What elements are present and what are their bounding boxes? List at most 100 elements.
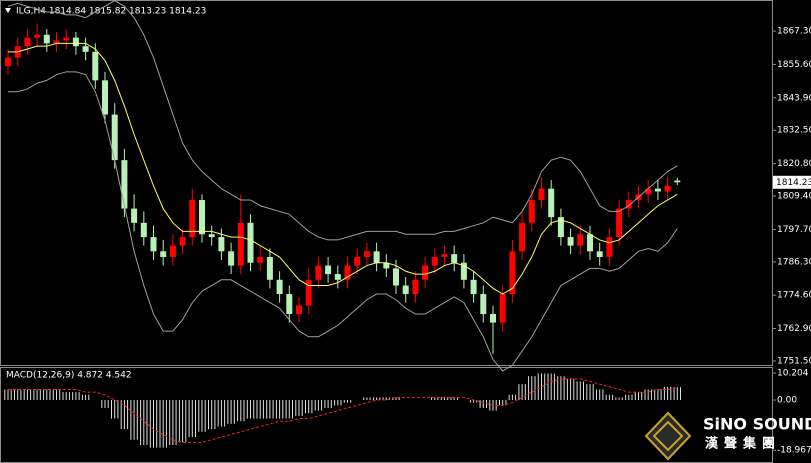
candle-body — [228, 251, 235, 266]
candle-body — [645, 188, 652, 195]
candle-body — [34, 34, 41, 38]
candle-body — [402, 285, 409, 295]
candle-body — [654, 188, 661, 192]
candle-body — [111, 114, 118, 161]
candle-body — [548, 188, 555, 218]
logo-diamond — [644, 411, 692, 461]
candle-body — [460, 262, 467, 280]
candle-body — [383, 262, 390, 269]
candle-body — [237, 222, 244, 266]
indicator-line — [8, 42, 678, 295]
indicator-line — [7, 0, 678, 241]
candle-body — [305, 279, 312, 306]
candle-body — [567, 237, 574, 246]
candle-body — [92, 51, 99, 81]
y-tick-label: 1843.90 — [777, 93, 811, 103]
candle-body — [266, 257, 273, 280]
y-tick-label: 1820.80 — [777, 159, 811, 169]
candle-body — [363, 251, 370, 258]
y-tick-label: 10.204 — [777, 369, 809, 379]
candle-body — [480, 294, 487, 315]
y-tick-label: 1867.30 — [777, 27, 811, 37]
candle-body — [43, 34, 50, 44]
candle-body — [587, 234, 593, 252]
candle-body — [354, 257, 361, 266]
candle-body — [72, 37, 79, 47]
candle-body — [257, 257, 264, 263]
candle-body — [674, 180, 681, 183]
candle-body — [5, 57, 11, 67]
y-tick-label: 1786.30 — [777, 257, 811, 267]
candle-body — [519, 222, 526, 252]
macd-title: MACD(12,26,9) 4.872 4.542 — [6, 371, 132, 381]
signal-line — [8, 378, 678, 443]
indicator-line — [8, 71, 678, 372]
candle-body — [538, 188, 545, 201]
candle-body — [325, 265, 332, 275]
candle-body — [53, 40, 60, 44]
candle-body — [296, 305, 302, 315]
candle-body — [616, 208, 623, 238]
candle-body — [131, 208, 138, 223]
candle-body — [596, 251, 603, 258]
candle-body — [286, 294, 293, 315]
candle-body — [276, 279, 283, 295]
y-tick-label: 1774.60 — [777, 291, 811, 301]
candle-body — [344, 265, 351, 280]
candle-body — [63, 37, 70, 41]
menu-triangle — [5, 8, 11, 13]
candle-body — [247, 222, 254, 263]
candle-body — [160, 251, 167, 258]
candle-body — [373, 251, 380, 263]
candle-body — [625, 200, 632, 209]
candle-body — [208, 234, 215, 238]
candle-body — [422, 265, 429, 280]
price-label-box — [773, 175, 811, 189]
logo-name: SiNO SOUND — [703, 415, 811, 434]
main-panel — [0, 0, 773, 366]
candle-body — [528, 200, 535, 223]
y-tick-label: 1809.40 — [777, 192, 811, 202]
candle-body — [577, 234, 584, 246]
candle-body — [606, 237, 613, 258]
y-tick-label: 1832.50 — [777, 126, 811, 136]
logo-subtitle: 漢聲集團 — [705, 436, 781, 452]
candle-body — [169, 245, 176, 258]
candle-body — [189, 200, 196, 238]
y-tick-label: 1797.70 — [777, 225, 811, 235]
candle-body — [102, 80, 108, 115]
candle-body — [470, 279, 477, 295]
y-tick-label: -18.967 — [777, 446, 811, 456]
candle-body — [218, 237, 225, 252]
candle-body — [499, 294, 506, 323]
candle-body — [490, 314, 496, 323]
candle-body — [664, 185, 671, 192]
y-tick-label: 1751.50 — [777, 357, 811, 367]
price-label: 1814.23 — [776, 178, 811, 188]
candle-body — [509, 251, 516, 295]
candle-body — [431, 257, 438, 266]
candle-body — [334, 274, 341, 280]
candle-body — [140, 222, 147, 238]
y-tick-label: 0.00 — [777, 396, 797, 406]
candle-body — [24, 37, 31, 47]
logo: SiNO SOUND 漢聲集團 — [644, 411, 811, 461]
candle-body — [451, 254, 458, 263]
candle-body — [412, 279, 419, 295]
candle-body — [315, 265, 322, 280]
candle-body — [199, 200, 205, 235]
candle-body — [121, 160, 128, 209]
chart-title: ILG,H4 1814.84 1815.82 1813.23 1814.23 — [16, 7, 206, 17]
candle-body — [82, 46, 89, 52]
y-tick-label: 1762.90 — [777, 324, 811, 334]
y-tick-label: 1855.60 — [777, 60, 811, 70]
candle-body — [557, 217, 564, 238]
candle-body — [179, 237, 186, 246]
candle-body — [393, 268, 399, 286]
candle-body — [150, 237, 157, 252]
candle-body — [441, 254, 448, 258]
logo-diamond-inner — [652, 420, 684, 452]
